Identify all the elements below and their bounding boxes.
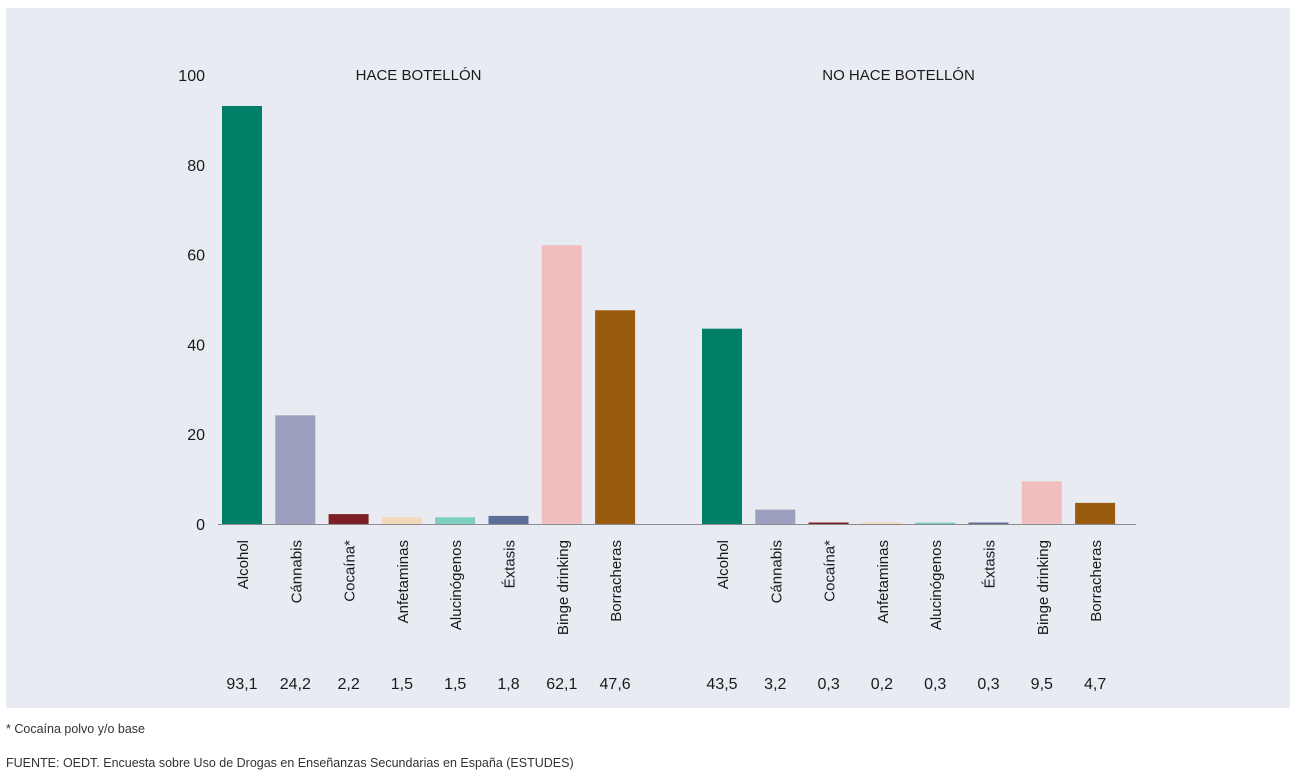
- bar: [488, 515, 529, 524]
- category-label: Anfetaminas: [395, 540, 412, 623]
- data-label: 62,1: [546, 676, 577, 693]
- bar: [755, 509, 796, 524]
- bar: [435, 517, 476, 524]
- category-label: Cocaína*: [342, 540, 359, 602]
- data-label: 3,2: [764, 676, 786, 693]
- data-label: 1,8: [497, 676, 519, 693]
- bar: [595, 310, 636, 524]
- data-label: 0,3: [924, 676, 946, 693]
- category-label: Binge drinking: [1035, 540, 1052, 635]
- bar: [915, 522, 956, 524]
- y-tick-label: 100: [178, 68, 205, 85]
- data-label: 4,7: [1084, 676, 1106, 693]
- category-label: Éxtasis: [502, 540, 519, 588]
- category-label: Binge drinking: [555, 540, 572, 635]
- footnote-cocaine: * Cocaína polvo y/o base: [6, 722, 145, 736]
- bar: [702, 328, 742, 524]
- data-label: 1,5: [391, 676, 413, 693]
- category-label: Alcohol: [235, 540, 252, 589]
- data-label: 0,3: [817, 676, 839, 693]
- category-label: Cánnabis: [288, 540, 305, 603]
- category-label: Anfetaminas: [875, 540, 892, 623]
- data-label: 1,5: [444, 676, 466, 693]
- data-label: 0,2: [871, 676, 893, 693]
- bar: [968, 522, 1009, 524]
- bar: [1021, 481, 1062, 524]
- category-label: Borracheras: [608, 540, 625, 622]
- category-label: Cánnabis: [768, 540, 785, 603]
- bar: [861, 522, 902, 524]
- y-tick-label: 40: [187, 337, 205, 354]
- data-label: 47,6: [600, 676, 631, 693]
- bar: [328, 514, 369, 524]
- bar: [222, 105, 262, 524]
- category-label: Cocaína*: [822, 540, 839, 602]
- y-tick-label: 60: [187, 248, 205, 265]
- bar: [275, 415, 316, 524]
- data-label: 0,3: [977, 676, 999, 693]
- group-title: HACE BOTELLÓN: [356, 67, 482, 84]
- y-tick-label: 20: [187, 427, 205, 444]
- data-label: 43,5: [706, 676, 737, 693]
- data-label: 9,5: [1031, 676, 1053, 693]
- y-tick-label: 80: [187, 158, 205, 175]
- data-label: 93,1: [226, 676, 257, 693]
- chart-panel: [6, 8, 1290, 708]
- bar: [808, 522, 849, 524]
- source-note: FUENTE: OEDT. Encuesta sobre Uso de Drog…: [6, 756, 574, 770]
- bar: [541, 245, 582, 524]
- data-label: 2,2: [337, 676, 359, 693]
- category-label: Alcohol: [715, 540, 732, 589]
- group-title: NO HACE BOTELLÓN: [822, 67, 975, 84]
- category-label: Éxtasis: [982, 540, 999, 588]
- category-label: Borracheras: [1088, 540, 1105, 622]
- bar: [1075, 502, 1116, 524]
- bar: [381, 517, 422, 524]
- y-tick-label: 0: [196, 517, 205, 534]
- category-label: Alucinógenos: [448, 540, 465, 630]
- data-label: 24,2: [280, 676, 311, 693]
- category-label: Alucinógenos: [928, 540, 945, 630]
